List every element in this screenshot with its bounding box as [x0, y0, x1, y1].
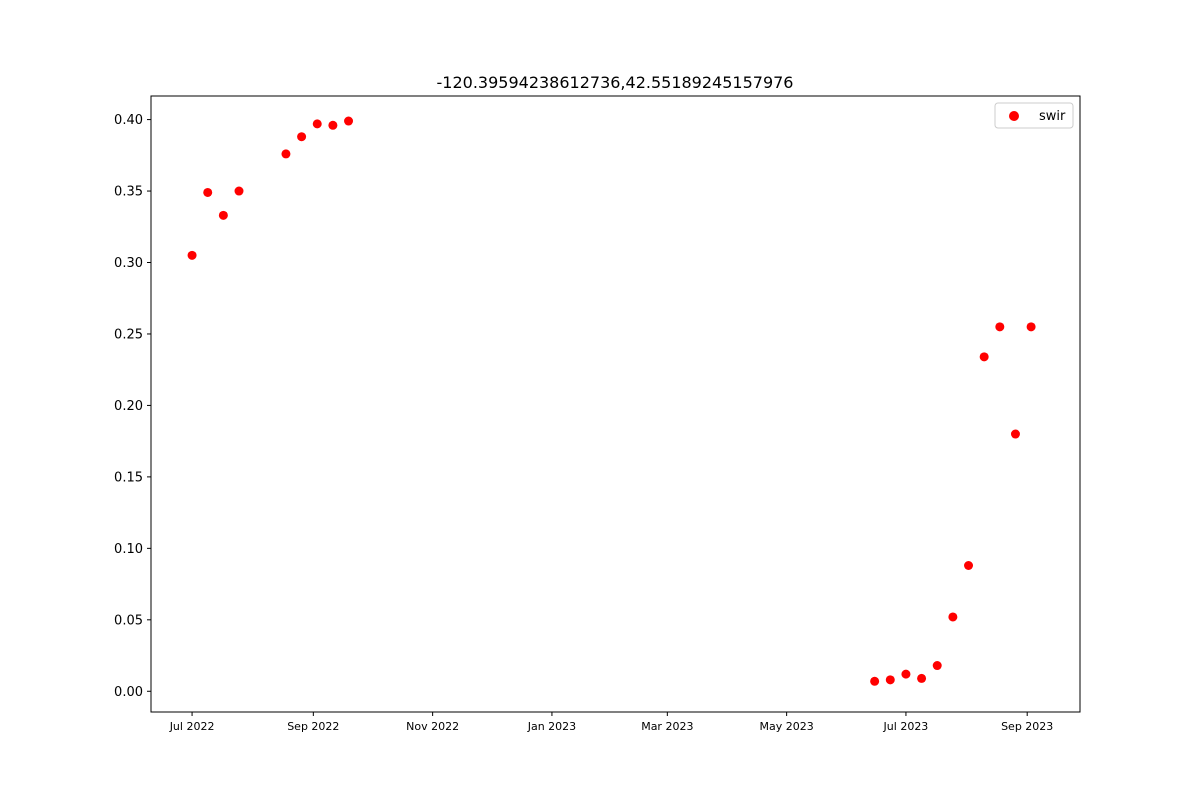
data-point — [218, 210, 228, 220]
y-tick-label: 0.25 — [114, 327, 143, 342]
data-point — [995, 322, 1005, 332]
y-axis: 0.00 0.05 0.10 0.15 0.20 0.25 0.30 0.35 0.40 — [114, 113, 151, 700]
data-point — [948, 612, 958, 622]
data-points — [187, 116, 1036, 686]
y-tick-label: 0.15 — [114, 470, 143, 485]
legend-marker — [1009, 111, 1019, 121]
x-tick-label: May 2023 — [760, 720, 814, 733]
y-tick-label: 0.30 — [114, 256, 143, 271]
data-point — [1026, 322, 1036, 332]
data-point — [297, 132, 307, 142]
x-tick-label: Sep 2023 — [1001, 720, 1053, 733]
y-tick-label: 0.10 — [114, 542, 143, 557]
x-tick-label: Nov 2022 — [406, 720, 459, 733]
data-point — [870, 676, 880, 686]
legend: swir — [994, 102, 1074, 129]
x-axis: Jul 2022 Sep 2022 Nov 2022 Jan 2023 Mar 2023… — [169, 712, 1053, 733]
data-point — [979, 352, 989, 362]
legend-label: swir — [1039, 109, 1066, 124]
y-tick-label: 0.35 — [114, 185, 143, 200]
x-tick-label: Jul 2022 — [169, 720, 215, 733]
plot-area — [150, 95, 1081, 713]
x-tick-label: Jul 2023 — [883, 720, 929, 733]
data-point — [328, 120, 338, 130]
data-point — [234, 186, 244, 196]
y-tick-label: 0.05 — [114, 613, 143, 628]
data-point — [901, 669, 911, 679]
data-point — [885, 675, 895, 685]
data-point — [187, 250, 197, 260]
data-point — [344, 116, 354, 126]
data-point — [312, 119, 322, 129]
x-tick-label: Sep 2022 — [287, 720, 339, 733]
data-point — [1010, 429, 1020, 439]
data-point — [917, 673, 927, 683]
data-point — [203, 187, 213, 197]
data-point — [964, 561, 974, 571]
y-tick-label: 0.20 — [114, 399, 143, 414]
plot-frame — [150, 95, 1081, 713]
legend-box — [994, 102, 1074, 129]
data-point — [281, 149, 291, 159]
chart-title: -120.39594238612736,42.55189245157976 — [437, 73, 794, 92]
x-tick-label: Jan 2023 — [527, 720, 576, 733]
x-tick-label: Mar 2023 — [641, 720, 693, 733]
y-tick-label: 0.00 — [114, 685, 143, 700]
data-point — [932, 661, 942, 671]
y-tick-label: 0.40 — [114, 113, 143, 128]
